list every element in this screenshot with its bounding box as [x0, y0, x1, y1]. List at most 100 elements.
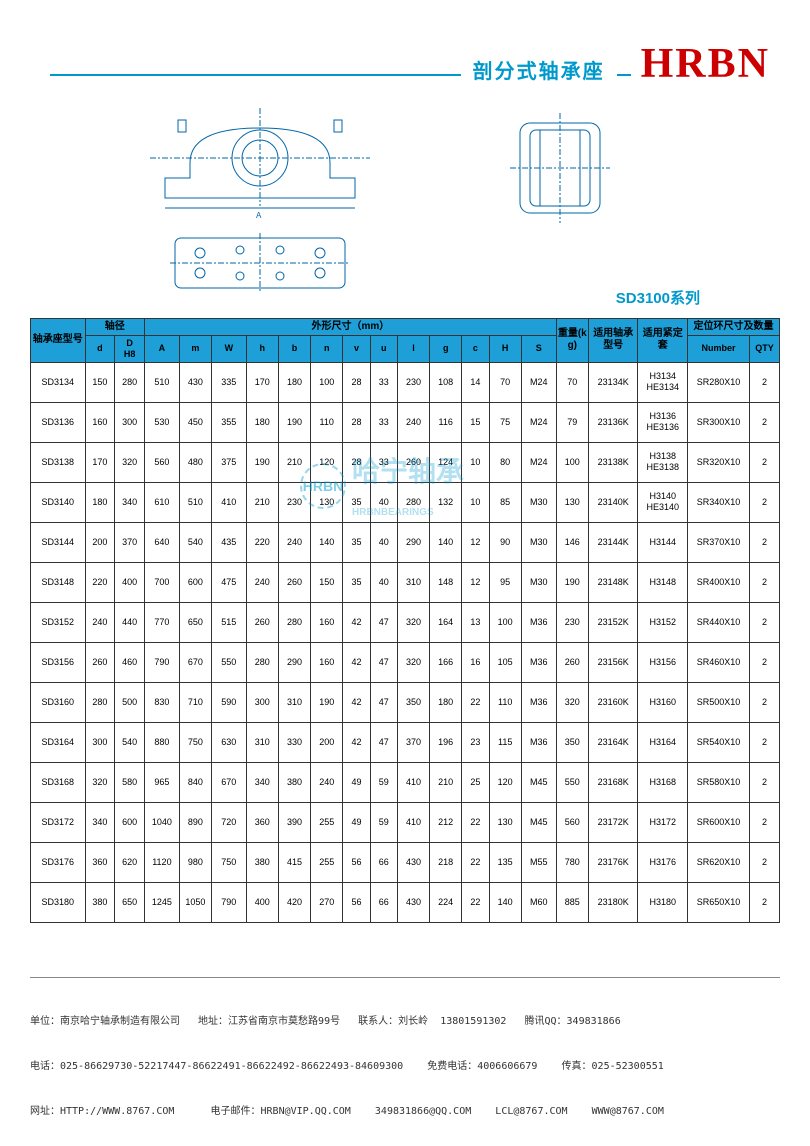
table-cell: 33 — [370, 402, 397, 442]
table-cell: 66 — [370, 882, 397, 922]
table-row: SD31482204007006004752402601503540310148… — [31, 562, 780, 602]
table-cell: 410 — [211, 482, 246, 522]
table-cell: 66 — [370, 842, 397, 882]
table-cell: 370 — [115, 522, 145, 562]
table-cell: 47 — [370, 682, 397, 722]
table-cell: 2 — [750, 762, 780, 802]
svg-text:A: A — [256, 211, 262, 220]
table-cell: 515 — [211, 602, 246, 642]
table-cell: SD3176 — [31, 842, 86, 882]
series-label: SD3100系列 — [616, 287, 700, 308]
table-cell: 23176K — [588, 842, 638, 882]
table-cell: 440 — [115, 602, 145, 642]
th-sub: A — [145, 336, 180, 363]
table-cell: SR340X10 — [688, 482, 750, 522]
table-cell: SD3156 — [31, 642, 86, 682]
table-cell: 540 — [179, 522, 211, 562]
table-cell: M60 — [521, 882, 556, 922]
table-cell: 49 — [343, 802, 370, 842]
table-cell: 22 — [462, 842, 489, 882]
table-cell: 260 — [556, 642, 588, 682]
table-cell: M45 — [521, 802, 556, 842]
table-cell: 380 — [85, 882, 115, 922]
table-body: SD31341502805104303351701801002833230108… — [31, 362, 780, 922]
table-cell: SR280X10 — [688, 362, 750, 402]
table-cell: SR460X10 — [688, 642, 750, 682]
table-cell: 965 — [145, 762, 180, 802]
th-dims: 外形尺寸（mm） — [145, 319, 557, 336]
table-cell: SD3134 — [31, 362, 86, 402]
table-cell: 290 — [397, 522, 429, 562]
table-cell: 670 — [211, 762, 246, 802]
table-cell: 750 — [211, 842, 246, 882]
table-cell: 2 — [750, 562, 780, 602]
table-cell: 280 — [278, 602, 310, 642]
table-cell: SR620X10 — [688, 842, 750, 882]
table-cell: 23134K — [588, 362, 638, 402]
table-cell: 120 — [489, 762, 521, 802]
table-cell: 135 — [489, 842, 521, 882]
table-cell: 148 — [430, 562, 462, 602]
table-cell: H3172 — [638, 802, 688, 842]
table-row: SD31381703205604803751902101202833260124… — [31, 442, 780, 482]
table-cell: 12 — [462, 562, 489, 602]
table-cell: 210 — [278, 442, 310, 482]
table-cell: 410 — [397, 762, 429, 802]
table-cell: 33 — [370, 362, 397, 402]
table-cell: 550 — [211, 642, 246, 682]
table-cell: 22 — [462, 882, 489, 922]
table-cell: 196 — [430, 722, 462, 762]
table-cell: SD3172 — [31, 802, 86, 842]
table-cell: 270 — [311, 882, 343, 922]
table-cell: M30 — [521, 482, 556, 522]
table-cell: H3152 — [638, 602, 688, 642]
table-cell: 120 — [311, 442, 343, 482]
table-cell: 47 — [370, 602, 397, 642]
table-cell: 23168K — [588, 762, 638, 802]
table-cell: 310 — [246, 722, 278, 762]
table-cell: 160 — [311, 602, 343, 642]
th-sleeve: 适用紧定套 — [638, 319, 688, 363]
bearing-drawing-side — [500, 108, 620, 228]
table-row: SD31522404407706505152602801604247320164… — [31, 602, 780, 642]
table-cell: 220 — [246, 522, 278, 562]
table-cell: H3136 HE3136 — [638, 402, 688, 442]
table-cell: 116 — [430, 402, 462, 442]
table-cell: M24 — [521, 442, 556, 482]
table-cell: 85 — [489, 482, 521, 522]
table-row: SD31643005408807506303103302004247370196… — [31, 722, 780, 762]
table-cell: 100 — [311, 362, 343, 402]
table-cell: 12 — [462, 522, 489, 562]
header-rule-short — [617, 74, 631, 76]
table-header: 轴承座型号 轴径 外形尺寸（mm） 重量(kg) 适用轴承型号 适用紧定套 定位… — [31, 319, 780, 363]
table-cell: SR440X10 — [688, 602, 750, 642]
footer-line-2: 电话：025-86629730-52217447-86622491-866224… — [30, 1059, 780, 1074]
table-cell: 59 — [370, 802, 397, 842]
table-cell: 260 — [85, 642, 115, 682]
table-cell: H3164 — [638, 722, 688, 762]
table-cell: 23164K — [588, 722, 638, 762]
table-cell: 10 — [462, 442, 489, 482]
th-model: 轴承座型号 — [31, 319, 86, 363]
table-cell: 670 — [179, 642, 211, 682]
table-cell: 885 — [556, 882, 588, 922]
table-cell: 130 — [311, 482, 343, 522]
table-cell: 2 — [750, 682, 780, 722]
table-cell: 840 — [179, 762, 211, 802]
table-cell: 70 — [489, 362, 521, 402]
table-cell: 40 — [370, 522, 397, 562]
table-cell: 56 — [343, 882, 370, 922]
table-cell: SR500X10 — [688, 682, 750, 722]
table-cell: 320 — [397, 602, 429, 642]
table-cell: 260 — [246, 602, 278, 642]
table-cell: 540 — [115, 722, 145, 762]
table-cell: 300 — [115, 402, 145, 442]
table-cell: SR580X10 — [688, 762, 750, 802]
th-sub: W — [211, 336, 246, 363]
table-cell: 430 — [179, 362, 211, 402]
table-cell: M45 — [521, 762, 556, 802]
table-cell: 300 — [85, 722, 115, 762]
table-cell: 280 — [115, 362, 145, 402]
th-sub: QTY — [750, 336, 780, 363]
table-cell: 1050 — [179, 882, 211, 922]
